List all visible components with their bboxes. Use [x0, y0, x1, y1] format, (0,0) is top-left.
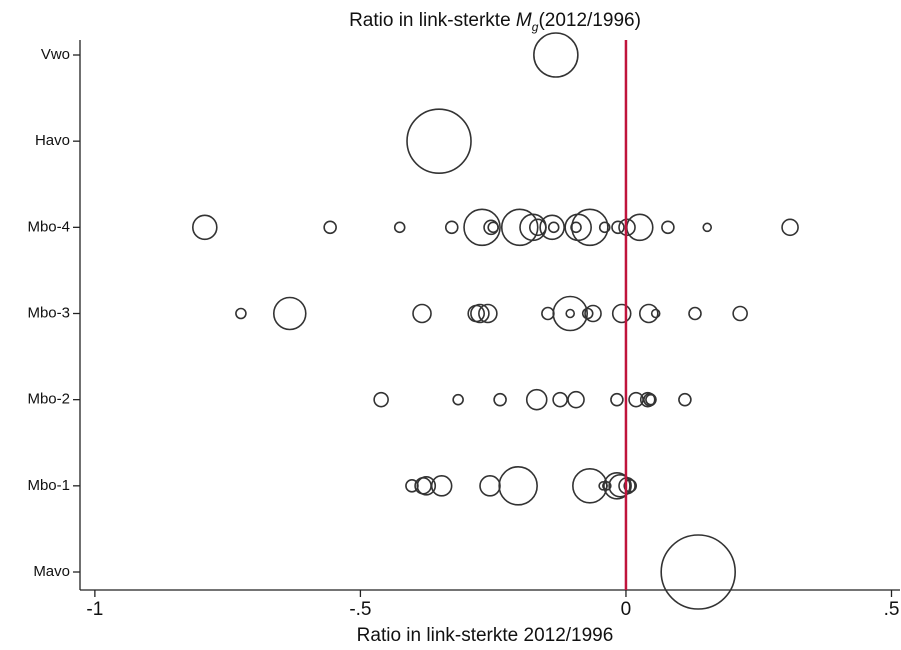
bubble — [584, 304, 602, 323]
bubble — [323, 220, 337, 235]
bubble — [547, 221, 560, 234]
bubble — [661, 220, 675, 235]
bubble — [500, 208, 539, 247]
bubble — [688, 306, 702, 321]
bubble — [645, 393, 657, 406]
bubble — [487, 221, 499, 234]
bubble — [638, 303, 659, 324]
bubble — [463, 208, 501, 247]
bubble — [452, 393, 464, 406]
bubble — [444, 220, 459, 235]
bubble — [732, 305, 748, 322]
y-tick-label: Mbo-4 — [27, 218, 70, 235]
bubble — [660, 534, 736, 610]
bubble — [602, 481, 612, 491]
title-text: Ratio in link-sterkte — [349, 10, 516, 31]
bubble — [479, 475, 501, 497]
bubble — [533, 32, 579, 78]
x-axis-label: Ratio in link-sterkte 2012/1996 — [357, 625, 614, 646]
bubble — [598, 481, 608, 491]
bubble — [572, 468, 608, 504]
bubble — [493, 392, 507, 407]
bubble — [539, 214, 565, 241]
bubble — [525, 388, 548, 411]
x-tick-label: .5 — [884, 599, 900, 620]
bubble — [603, 472, 631, 500]
y-tick-label: Vwo — [41, 46, 70, 63]
bubble — [412, 303, 432, 324]
title-text: (2012/1996) — [538, 10, 640, 31]
bubble — [611, 220, 625, 235]
bubble — [478, 303, 498, 324]
chart-title: Ratio in link-sterkte Mg(2012/1996) — [349, 10, 641, 34]
bubble — [272, 296, 307, 331]
bubble — [564, 213, 592, 242]
bubble — [416, 476, 437, 496]
bubble — [498, 466, 538, 506]
bubble — [702, 222, 713, 233]
y-tick-label: Havo — [35, 132, 70, 149]
bubble — [192, 214, 218, 241]
y-tick-label: Mbo-3 — [27, 304, 70, 321]
bubble — [598, 221, 611, 234]
bubble — [235, 307, 247, 320]
x-tick-label: 0 — [621, 599, 632, 620]
y-tick-label: Mbo-2 — [27, 391, 70, 408]
title-subscript: g — [532, 20, 539, 34]
bubble — [628, 391, 644, 408]
bubble — [565, 308, 575, 319]
bubble — [552, 295, 588, 332]
bubble — [519, 213, 547, 242]
bubble — [639, 391, 656, 408]
x-tick-label: -1 — [86, 599, 103, 620]
bubble — [625, 213, 654, 242]
y-tick-label: Mbo-1 — [27, 477, 70, 494]
bubble — [650, 308, 661, 319]
bubble — [567, 390, 585, 409]
bubble — [608, 474, 632, 498]
bubble — [623, 479, 638, 493]
bubble — [570, 221, 582, 234]
bubble — [571, 208, 609, 247]
bubble — [541, 306, 555, 321]
bubble — [781, 218, 799, 237]
bubble — [373, 391, 389, 408]
bubble — [430, 475, 453, 497]
bubble — [611, 303, 632, 324]
bubble — [552, 391, 568, 408]
bubble — [393, 221, 406, 234]
x-tick-label: -.5 — [349, 599, 371, 620]
title-symbol: M — [516, 10, 532, 31]
bubble — [406, 108, 472, 174]
bubble — [610, 392, 624, 407]
bubble — [528, 218, 547, 237]
bubble — [678, 392, 692, 407]
y-tick-label: Mavo — [33, 563, 70, 580]
bubble — [470, 303, 490, 324]
